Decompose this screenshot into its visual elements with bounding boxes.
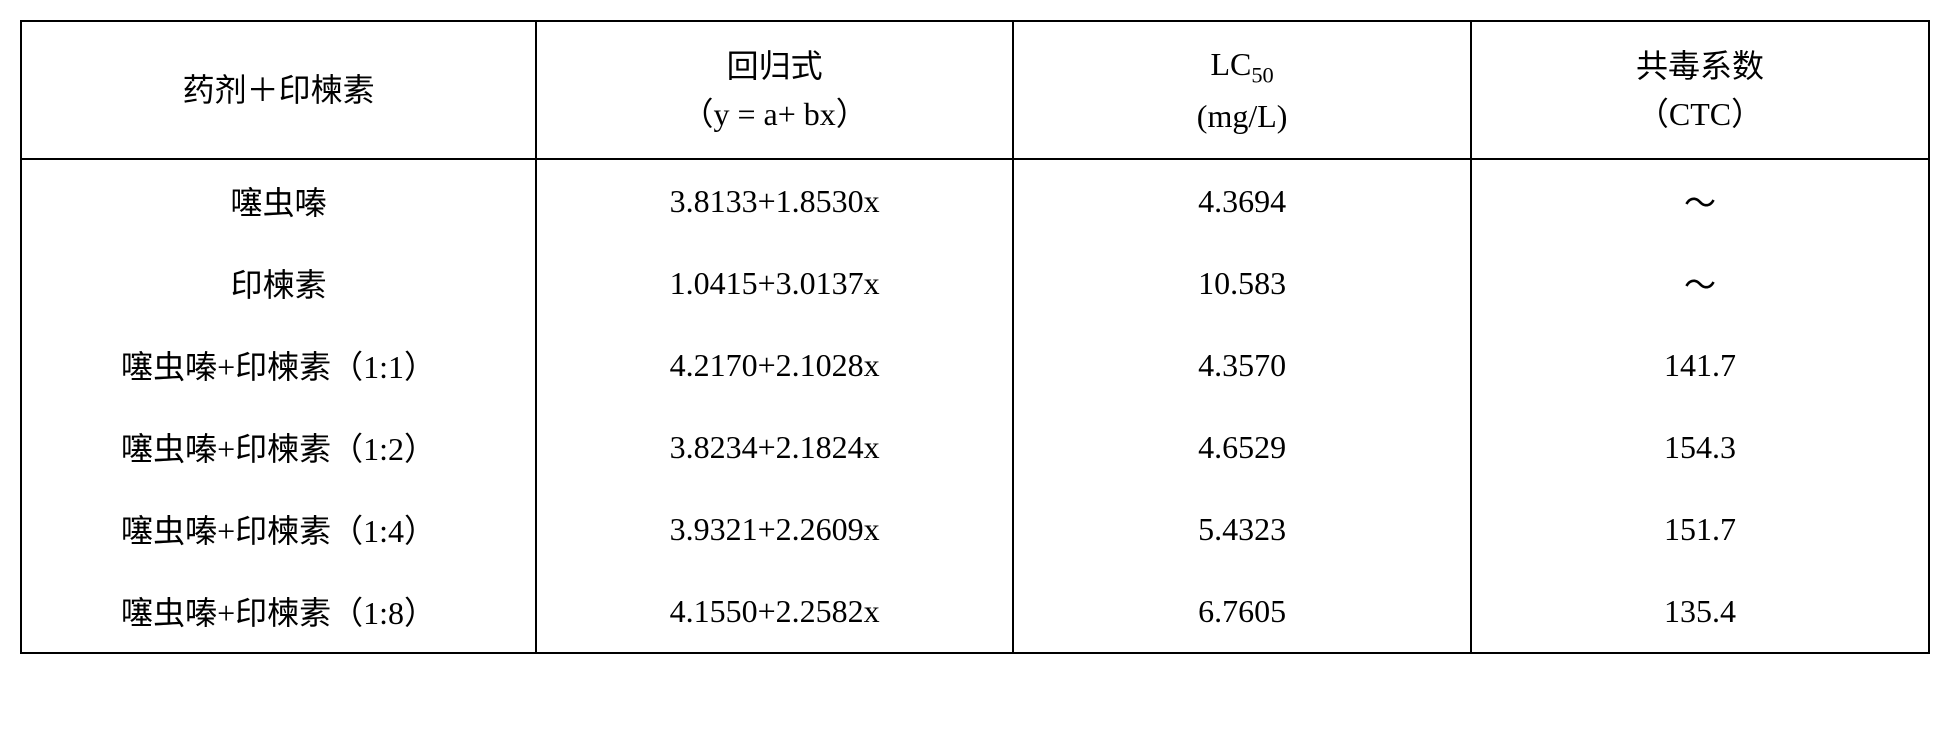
cell-agent: 噻虫嗪+印楝素（1:8） [21,570,536,653]
cell-ctc: ～ [1471,242,1929,324]
table-row: 印楝素 1.0415+3.0137x 10.583 ～ [21,242,1929,324]
cell-lc50: 5.4323 [1013,488,1471,570]
cell-regression: 3.8133+1.8530x [536,159,1013,242]
table-row: 噻虫嗪+印楝素（1:1） 4.2170+2.1028x 4.3570 141.7 [21,324,1929,406]
cell-regression: 3.9321+2.2609x [536,488,1013,570]
cell-regression: 4.1550+2.2582x [536,570,1013,653]
cell-agent: 噻虫嗪+印楝素（1:4） [21,488,536,570]
cell-agent: 噻虫嗪+印楝素（1:1） [21,324,536,406]
cell-ctc: 135.4 [1471,570,1929,653]
cell-agent: 噻虫嗪+印楝素（1:2） [21,406,536,488]
cell-lc50: 4.6529 [1013,406,1471,488]
cell-agent: 噻虫嗪 [21,159,536,242]
table-row: 噻虫嗪 3.8133+1.8530x 4.3694 ～ [21,159,1929,242]
cell-regression: 3.8234+2.1824x [536,406,1013,488]
header-agent: 药剂＋印楝素 [21,21,536,159]
table-row: 噻虫嗪+印楝素（1:2） 3.8234+2.1824x 4.6529 154.3 [21,406,1929,488]
header-regression-line2: （y = a+ bx） [547,90,1002,138]
table-header-row: 药剂＋印楝素 回归式 （y = a+ bx） LC50 (mg/L) 共毒系数 … [21,21,1929,159]
cell-ctc: 151.7 [1471,488,1929,570]
header-regression: 回归式 （y = a+ bx） [536,21,1013,159]
header-ctc: 共毒系数 （CTC） [1471,21,1929,159]
cell-ctc: 141.7 [1471,324,1929,406]
cell-lc50: 6.7605 [1013,570,1471,653]
cell-regression: 1.0415+3.0137x [536,242,1013,324]
header-agent-label: 药剂＋印楝素 [183,72,375,108]
header-lc50-line2: (mg/L) [1024,92,1460,140]
table-header: 药剂＋印楝素 回归式 （y = a+ bx） LC50 (mg/L) 共毒系数 … [21,21,1929,159]
header-lc50-line1: LC50 [1024,40,1460,92]
cell-regression: 4.2170+2.1028x [536,324,1013,406]
cell-lc50: 4.3570 [1013,324,1471,406]
cell-ctc: ～ [1471,159,1929,242]
cell-agent: 印楝素 [21,242,536,324]
cell-lc50: 10.583 [1013,242,1471,324]
header-regression-line1: 回归式 [547,42,1002,90]
header-lc50: LC50 (mg/L) [1013,21,1471,159]
table-row: 噻虫嗪+印楝素（1:8） 4.1550+2.2582x 6.7605 135.4 [21,570,1929,653]
cell-ctc: 154.3 [1471,406,1929,488]
table-body: 噻虫嗪 3.8133+1.8530x 4.3694 ～ 印楝素 1.0415+3… [21,159,1929,653]
header-ctc-line1: 共毒系数 [1482,42,1918,90]
header-ctc-line2: （CTC） [1482,90,1918,138]
cell-lc50: 4.3694 [1013,159,1471,242]
toxicity-data-table: 药剂＋印楝素 回归式 （y = a+ bx） LC50 (mg/L) 共毒系数 … [20,20,1930,654]
table-row: 噻虫嗪+印楝素（1:4） 3.9321+2.2609x 5.4323 151.7 [21,488,1929,570]
